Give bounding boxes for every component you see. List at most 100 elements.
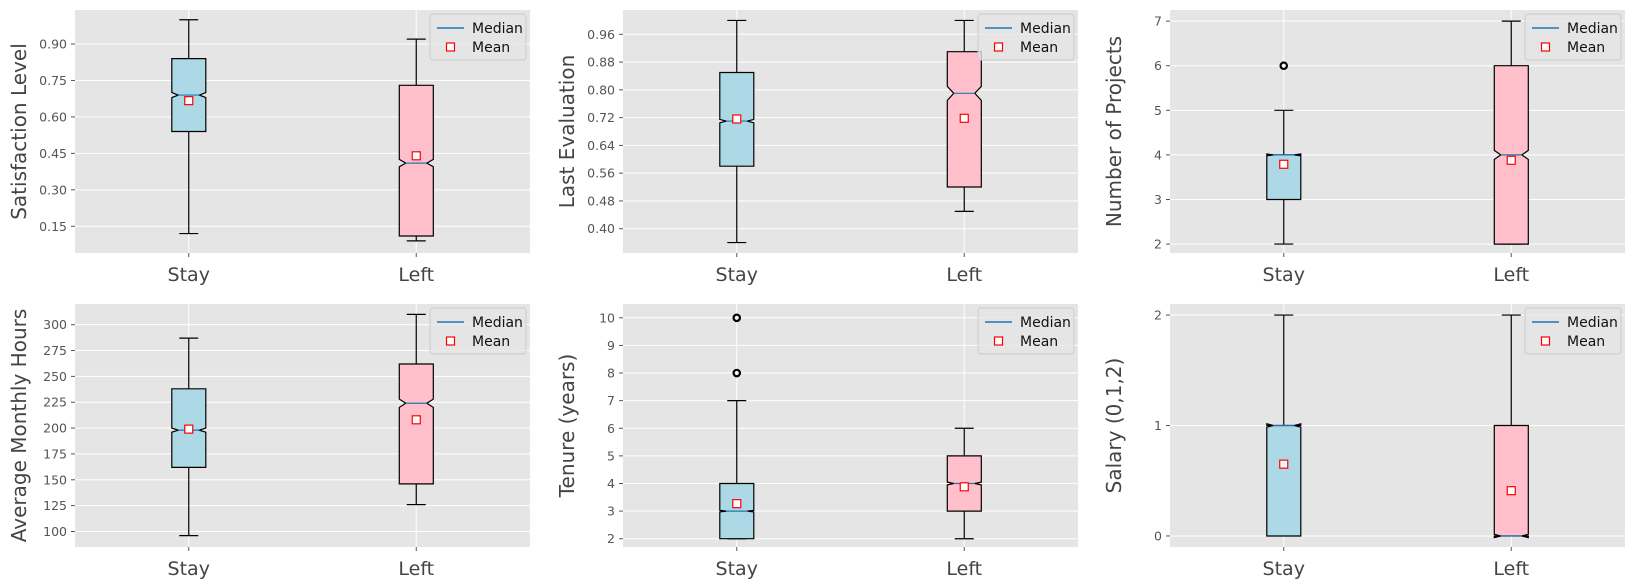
x-category-label: Stay	[1263, 558, 1305, 580]
y-axis-label: Last Evaluation	[555, 55, 579, 209]
y-tick-label: 10	[599, 310, 615, 325]
mean-marker	[1279, 159, 1289, 169]
legend-mean-label: Mean	[472, 40, 510, 56]
y-tick-label: 8	[607, 366, 615, 381]
y-axis-label: Tenure (years)	[555, 354, 579, 499]
outlier-point	[732, 313, 742, 323]
mean-marker	[411, 151, 421, 161]
x-category-label: Stay	[716, 264, 758, 286]
x-category-label: Stay	[168, 264, 210, 286]
y-axis-label: Number of Projects	[1102, 36, 1126, 227]
x-category-label: Left	[398, 558, 434, 580]
box-stay	[719, 19, 755, 244]
y-tick-label: 0.30	[39, 182, 67, 197]
y-tick-label: 275	[43, 343, 67, 358]
legend-median-label: Median	[1020, 315, 1071, 331]
box-stay	[171, 337, 207, 537]
y-tick-label: 0.72	[587, 110, 615, 125]
y-tick-label: 7	[1154, 14, 1162, 29]
legend-mean-swatch	[993, 336, 1004, 346]
chart-panel: 0 1 2 Stay Left Salary (0,1,2) Median Mean	[1102, 304, 1625, 580]
mean-marker	[1279, 459, 1289, 469]
box-left	[1493, 314, 1529, 539]
legend-mean-label: Mean	[1567, 334, 1605, 350]
y-tick-label: 125	[43, 498, 67, 513]
box-left	[946, 427, 982, 540]
y-tick-label: 200	[43, 421, 67, 436]
legend-mean-label: Mean	[1020, 334, 1058, 350]
y-tick-label: 3	[1154, 192, 1162, 207]
y-tick-label: 2	[1154, 237, 1162, 252]
x-category-label: Left	[398, 264, 434, 286]
box-left	[1493, 20, 1529, 245]
y-tick-label: 0.40	[587, 221, 615, 236]
legend-median-label: Median	[1020, 21, 1071, 37]
y-tick-label: 150	[43, 472, 67, 487]
y-tick-label: 0	[1154, 528, 1162, 543]
y-tick-label: 9	[607, 338, 615, 353]
y-tick-label: 300	[43, 317, 67, 332]
y-tick-label: 6	[1154, 58, 1162, 73]
box-stay	[171, 19, 207, 235]
y-axis-label: Salary (0,1,2)	[1102, 358, 1126, 494]
y-tick-label: 4	[1154, 147, 1162, 162]
y-tick-label: 250	[43, 369, 67, 384]
y-tick-label: 175	[43, 446, 67, 461]
mean-marker	[184, 96, 194, 106]
mean-marker	[1506, 155, 1516, 165]
y-tick-label: 0.90	[39, 37, 67, 52]
x-category-label: Left	[946, 264, 982, 286]
y-tick-label: 4	[607, 476, 615, 491]
y-axis-label: Average Monthly Hours	[7, 309, 31, 543]
legend-mean-label: Mean	[1567, 40, 1605, 56]
legend-mean-label: Mean	[472, 334, 510, 350]
box-body	[398, 84, 434, 237]
y-tick-label: 6	[607, 421, 615, 436]
legend-mean-swatch	[1540, 336, 1551, 346]
legend-mean-label: Mean	[1020, 40, 1058, 56]
y-tick-label: 3	[607, 504, 615, 519]
box-body	[1266, 153, 1302, 201]
y-tick-label: 7	[607, 393, 615, 408]
chart-panel: 0.15 0.30 0.45 0.60 0.75 0.90 Stay Left Satisfac…	[7, 10, 530, 286]
mean-marker	[959, 482, 969, 492]
y-tick-label: 0.60	[39, 109, 67, 124]
y-tick-label: 2	[607, 531, 615, 546]
mean-marker	[1506, 486, 1516, 496]
y-axis-label: Satisfaction Level	[7, 43, 31, 220]
legend-mean-swatch	[1540, 42, 1551, 52]
y-tick-label: 0.48	[587, 193, 615, 208]
chart-panel: 100 125 150 175 200 225 250 275 300 Stay Left Avera…	[7, 304, 530, 580]
legend: Median Mean	[1524, 13, 1622, 61]
y-tick-label: 0.56	[587, 166, 615, 181]
legend-median-label: Median	[472, 21, 523, 37]
y-tick-label: 5	[1154, 103, 1162, 118]
y-tick-label: 0.45	[39, 146, 67, 161]
outlier-point	[1279, 61, 1289, 71]
legend: Median Mean	[977, 307, 1075, 355]
outlier-point	[732, 368, 742, 378]
y-tick-label: 1	[1154, 418, 1162, 433]
box-left	[398, 38, 434, 242]
y-tick-label: 0.15	[39, 219, 67, 234]
x-category-label: Left	[1493, 558, 1529, 580]
box-stay	[1266, 314, 1302, 537]
legend: Median Mean	[1524, 307, 1622, 355]
mean-marker	[411, 415, 421, 425]
box-body	[1266, 423, 1302, 537]
legend-mean-swatch	[993, 42, 1004, 52]
x-category-label: Left	[946, 558, 982, 580]
mean-marker	[732, 114, 742, 124]
legend-median-label: Median	[1567, 21, 1618, 37]
mean-marker	[959, 113, 969, 123]
y-tick-label: 0.80	[587, 82, 615, 97]
legend-mean-swatch	[445, 42, 456, 52]
box-left	[946, 19, 982, 212]
y-tick-label: 5	[607, 448, 615, 463]
mean-marker	[184, 424, 194, 434]
legend: Median Mean	[977, 13, 1075, 61]
y-tick-label: 2	[1154, 308, 1162, 323]
